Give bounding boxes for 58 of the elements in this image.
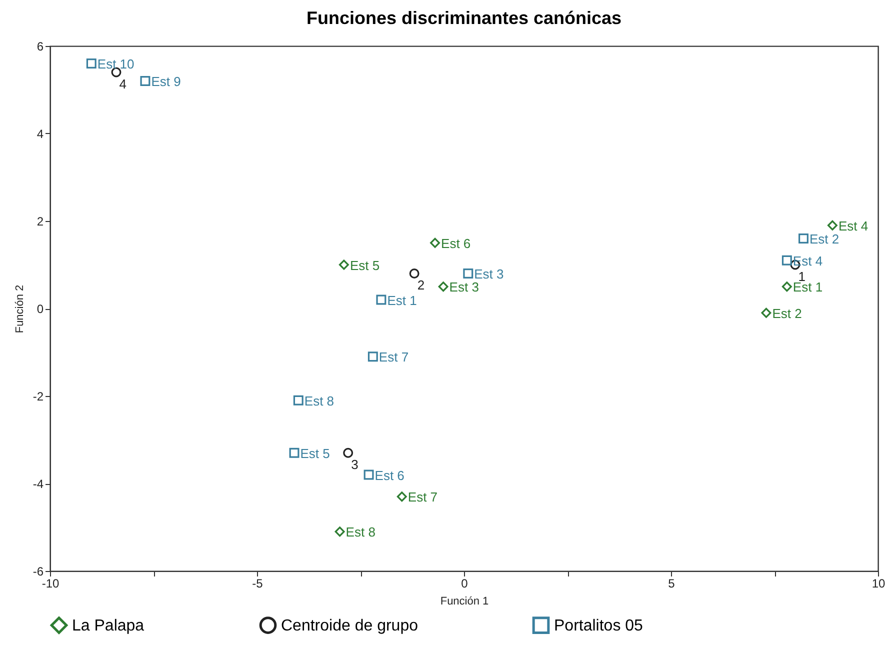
point — [343, 448, 354, 458]
data-label: Est 7 — [378, 350, 409, 365]
x-tick-label: -5 — [252, 576, 264, 590]
point — [376, 294, 386, 305]
point — [334, 526, 345, 537]
legend-label: La Palapa — [72, 617, 144, 634]
point — [338, 260, 349, 270]
data-label: Est 2 — [772, 306, 802, 321]
y-tick-label: -2 — [32, 390, 44, 404]
x-axis-title: Función 1 — [440, 596, 489, 608]
point — [798, 234, 808, 244]
point — [761, 308, 772, 318]
x-tick-label: 0 — [461, 576, 468, 590]
data-label: Est 10 — [97, 56, 134, 72]
y-tick-label: 0 — [36, 302, 44, 316]
data-label: Est 2 — [809, 232, 840, 246]
point — [827, 220, 838, 230]
annotation: 4 — [119, 76, 126, 92]
data-label: Est 4 — [838, 218, 868, 234]
chart-title: Funciones discriminantes canónicas — [306, 8, 622, 28]
point — [430, 238, 440, 248]
data-label: Est 4 — [792, 253, 823, 268]
y-tick-label: 6 — [36, 40, 44, 54]
y-tick-label: 2 — [36, 214, 44, 228]
point — [140, 76, 150, 86]
data-label: Est 6 — [374, 468, 404, 483]
point — [364, 470, 374, 480]
data-label: Est 3 — [474, 266, 504, 282]
point — [782, 255, 792, 266]
annotation: 3 — [351, 456, 358, 472]
x-tick-label: -10 — [42, 576, 60, 590]
point — [438, 282, 448, 292]
x-tick-label: 5 — [668, 576, 676, 590]
point — [409, 268, 420, 278]
y-tick-label: -4 — [32, 477, 44, 491]
data-label: Est 9 — [151, 74, 181, 89]
y-tick-label: -6 — [32, 564, 44, 578]
data-label: Est 8 — [346, 524, 376, 540]
data-label: Est 8 — [304, 393, 334, 408]
legend-label: Centroide de grupo — [281, 617, 418, 634]
data-label: Est 6 — [441, 236, 471, 251]
point — [396, 492, 407, 502]
data-label: Est 7 — [408, 490, 438, 505]
point — [782, 282, 792, 292]
y-axis-title: Función 2 — [14, 284, 26, 334]
data-label: Est 5 — [350, 258, 380, 273]
data-label: Est 3 — [449, 280, 479, 295]
point — [463, 268, 474, 278]
data-label: Est 5 — [300, 446, 330, 461]
point — [293, 395, 304, 406]
point — [368, 352, 378, 362]
x-tick-label: 10 — [872, 576, 886, 590]
point — [289, 448, 300, 458]
y-tick-label: 4 — [36, 127, 44, 141]
point — [86, 58, 96, 68]
annotation: 2 — [417, 278, 425, 292]
data-label: Est 1 — [387, 292, 417, 308]
legend-label: Portalitos 05 — [554, 617, 644, 634]
